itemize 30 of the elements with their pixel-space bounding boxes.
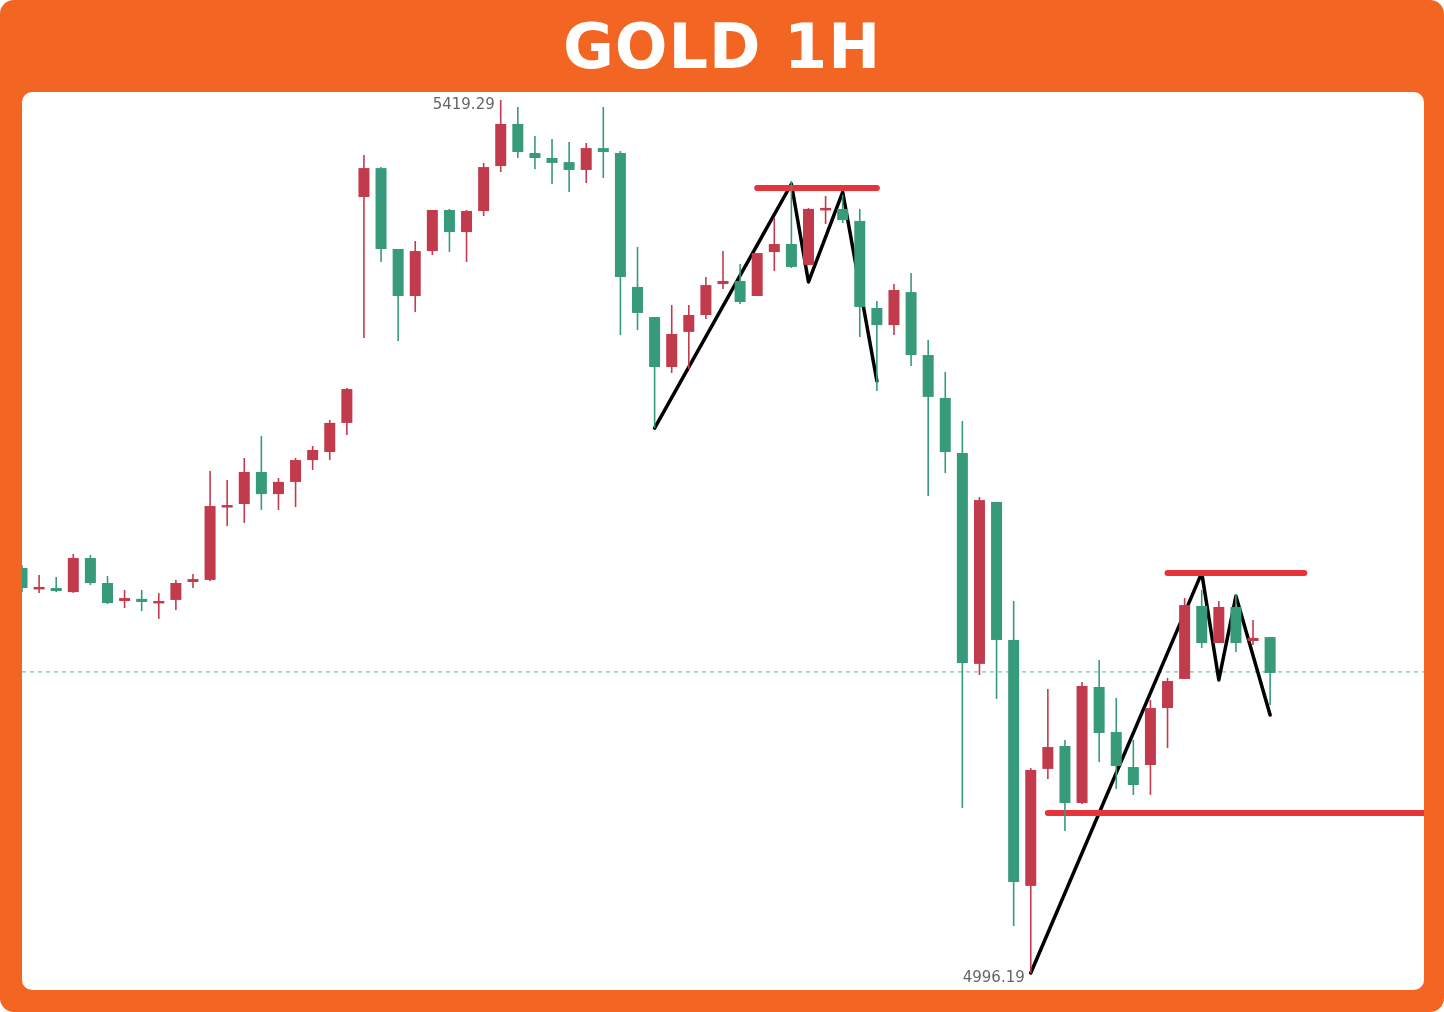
chart-title: GOLD 1H bbox=[561, 8, 883, 85]
candlestick bbox=[187, 573, 199, 589]
candlestick bbox=[785, 180, 797, 269]
candlestick bbox=[1127, 739, 1139, 796]
candlestick bbox=[136, 589, 148, 612]
candlestick bbox=[272, 477, 284, 511]
candlestick bbox=[1247, 619, 1259, 646]
candlestick bbox=[461, 209, 473, 263]
candlestick bbox=[563, 141, 575, 193]
candlestick bbox=[768, 217, 780, 272]
candlestick bbox=[443, 208, 455, 253]
candlestick bbox=[50, 576, 62, 593]
candlestick bbox=[837, 194, 849, 224]
candlestick bbox=[546, 138, 558, 185]
candlestick bbox=[221, 479, 233, 527]
candlestick bbox=[529, 135, 541, 170]
annotation: 5419.29 bbox=[432, 95, 495, 114]
candlestick bbox=[307, 445, 319, 471]
candlestick bbox=[683, 304, 695, 370]
candlestick bbox=[597, 106, 609, 179]
candlestick bbox=[101, 575, 113, 605]
candlestick bbox=[734, 263, 746, 305]
candlestick bbox=[255, 435, 267, 511]
candlestick bbox=[580, 142, 592, 184]
candlestick bbox=[170, 579, 182, 611]
candlestick bbox=[290, 457, 302, 508]
candlestick bbox=[871, 300, 883, 392]
candlestick bbox=[1042, 688, 1054, 780]
candlestick bbox=[717, 250, 729, 290]
annotation: 4996.19 bbox=[962, 968, 1025, 987]
